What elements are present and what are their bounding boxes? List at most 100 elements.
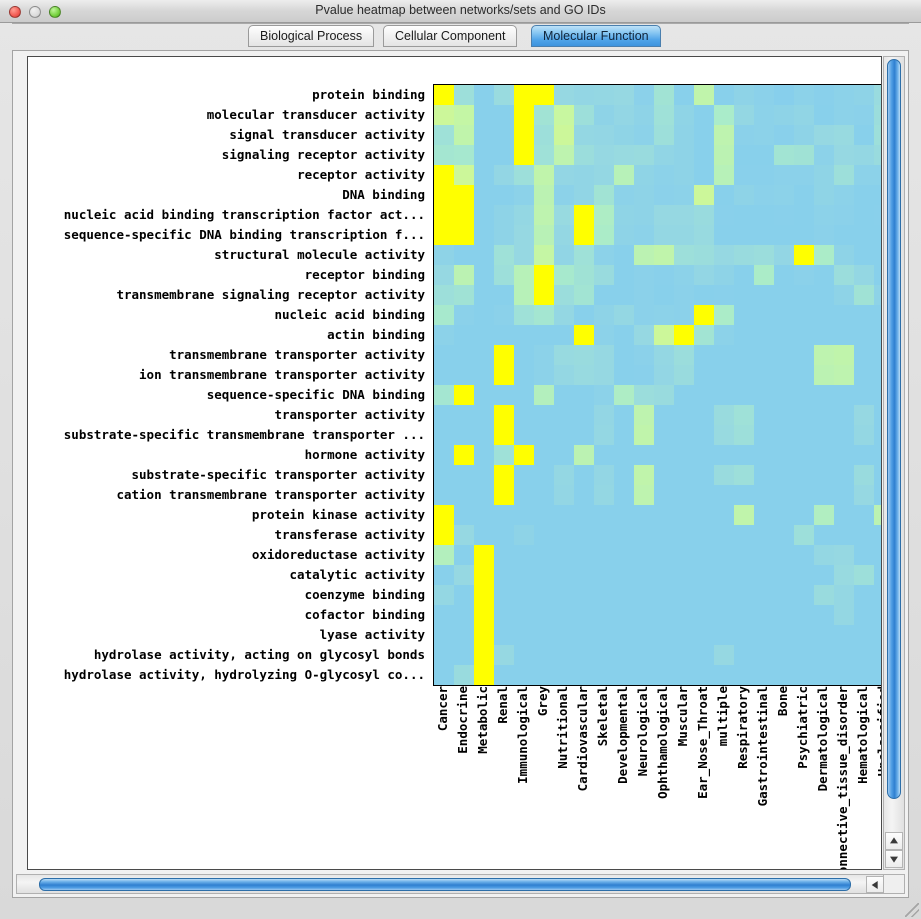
heatmap-cell[interactable] xyxy=(574,365,594,385)
heatmap-cell[interactable] xyxy=(694,405,714,425)
heatmap-cell[interactable] xyxy=(454,345,474,365)
heatmap-cell[interactable] xyxy=(694,485,714,505)
heatmap-cell[interactable] xyxy=(474,325,494,345)
heatmap-cell[interactable] xyxy=(434,185,454,205)
heatmap-cell[interactable] xyxy=(714,285,734,305)
heatmap-cell[interactable] xyxy=(454,145,474,165)
heatmap-cell[interactable] xyxy=(754,585,774,605)
heatmap-cell[interactable] xyxy=(714,225,734,245)
heatmap-cell[interactable] xyxy=(434,205,454,225)
heatmap-cell[interactable] xyxy=(694,245,714,265)
heatmap-cell[interactable] xyxy=(694,465,714,485)
heatmap-cell[interactable] xyxy=(874,125,881,145)
heatmap-cell[interactable] xyxy=(734,525,754,545)
tab-cellular-component[interactable]: Cellular Component xyxy=(383,25,518,47)
heatmap-cell[interactable] xyxy=(774,585,794,605)
heatmap-cell[interactable] xyxy=(474,385,494,405)
heatmap-cell[interactable] xyxy=(654,565,674,585)
heatmap-cell[interactable] xyxy=(634,445,654,465)
heatmap-cell[interactable] xyxy=(854,345,874,365)
heatmap-cell[interactable] xyxy=(674,325,694,345)
heatmap-cell[interactable] xyxy=(854,485,874,505)
heatmap-cell[interactable] xyxy=(674,185,694,205)
heatmap-cell[interactable] xyxy=(634,245,654,265)
heatmap-cell[interactable] xyxy=(454,665,474,685)
heatmap-cell[interactable] xyxy=(594,585,614,605)
heatmap-cell[interactable] xyxy=(814,305,834,325)
heatmap-cell[interactable] xyxy=(554,165,574,185)
heatmap-cell[interactable] xyxy=(534,305,554,325)
heatmap-cell[interactable] xyxy=(734,645,754,665)
heatmap-cell[interactable] xyxy=(814,545,834,565)
heatmap-cell[interactable] xyxy=(494,545,514,565)
heatmap-cell[interactable] xyxy=(514,265,534,285)
heatmap-cell[interactable] xyxy=(614,425,634,445)
heatmap-cell[interactable] xyxy=(634,205,654,225)
heatmap-cell[interactable] xyxy=(834,365,854,385)
heatmap-cell[interactable] xyxy=(674,525,694,545)
heatmap-cell[interactable] xyxy=(814,185,834,205)
heatmap-cell[interactable] xyxy=(634,325,654,345)
heatmap-cell[interactable] xyxy=(574,165,594,185)
heatmap-cell[interactable] xyxy=(454,465,474,485)
heatmap-cell[interactable] xyxy=(814,525,834,545)
heatmap-cell[interactable] xyxy=(654,145,674,165)
heatmap-cell[interactable] xyxy=(594,225,614,245)
heatmap-cell[interactable] xyxy=(714,665,734,685)
heatmap-cell[interactable] xyxy=(734,285,754,305)
heatmap-cell[interactable] xyxy=(534,345,554,365)
heatmap-cell[interactable] xyxy=(614,605,634,625)
heatmap-cell[interactable] xyxy=(554,465,574,485)
scroll-left-arrow-button[interactable] xyxy=(866,876,884,893)
heatmap-cell[interactable] xyxy=(454,565,474,585)
heatmap-cell[interactable] xyxy=(634,345,654,365)
heatmap-cell[interactable] xyxy=(694,165,714,185)
heatmap-cell[interactable] xyxy=(834,405,854,425)
heatmap-cell[interactable] xyxy=(514,565,534,585)
heatmap-cell[interactable] xyxy=(534,165,554,185)
heatmap-cell[interactable] xyxy=(454,485,474,505)
heatmap-cell[interactable] xyxy=(454,245,474,265)
heatmap-cell[interactable] xyxy=(514,545,534,565)
heatmap-cell[interactable] xyxy=(434,385,454,405)
heatmap-cell[interactable] xyxy=(574,445,594,465)
heatmap-cell[interactable] xyxy=(874,565,881,585)
heatmap-cell[interactable] xyxy=(694,185,714,205)
heatmap-cell[interactable] xyxy=(814,245,834,265)
heatmap-cell[interactable] xyxy=(774,265,794,285)
heatmap-cell[interactable] xyxy=(874,365,881,385)
heatmap-cell[interactable] xyxy=(514,245,534,265)
heatmap-cell[interactable] xyxy=(854,425,874,445)
heatmap-cell[interactable] xyxy=(534,365,554,385)
heatmap-cell[interactable] xyxy=(534,425,554,445)
heatmap-cell[interactable] xyxy=(774,545,794,565)
heatmap-cell[interactable] xyxy=(794,185,814,205)
heatmap-cell[interactable] xyxy=(694,145,714,165)
heatmap-cell[interactable] xyxy=(554,565,574,585)
maximize-button[interactable] xyxy=(49,6,61,18)
heatmap-cell[interactable] xyxy=(694,285,714,305)
heatmap-cell[interactable] xyxy=(554,665,574,685)
heatmap-cell[interactable] xyxy=(574,245,594,265)
heatmap-cell[interactable] xyxy=(674,285,694,305)
heatmap-cell[interactable] xyxy=(794,465,814,485)
heatmap-cell[interactable] xyxy=(754,85,774,105)
heatmap-cell[interactable] xyxy=(474,645,494,665)
heatmap-cell[interactable] xyxy=(534,505,554,525)
heatmap-cell[interactable] xyxy=(774,445,794,465)
heatmap-cell[interactable] xyxy=(714,525,734,545)
heatmap-cell[interactable] xyxy=(494,225,514,245)
heatmap-cell[interactable] xyxy=(754,485,774,505)
heatmap-cell[interactable] xyxy=(614,225,634,245)
heatmap-cell[interactable] xyxy=(554,405,574,425)
heatmap-cell[interactable] xyxy=(574,85,594,105)
heatmap-cell[interactable] xyxy=(614,345,634,365)
heatmap-cell[interactable] xyxy=(594,465,614,485)
heatmap-cell[interactable] xyxy=(874,245,881,265)
heatmap-cell[interactable] xyxy=(554,445,574,465)
heatmap-cell[interactable] xyxy=(474,505,494,525)
heatmap-cell[interactable] xyxy=(714,385,734,405)
heatmap-cell[interactable] xyxy=(734,665,754,685)
heatmap-cell[interactable] xyxy=(654,305,674,325)
heatmap-cell[interactable] xyxy=(554,145,574,165)
